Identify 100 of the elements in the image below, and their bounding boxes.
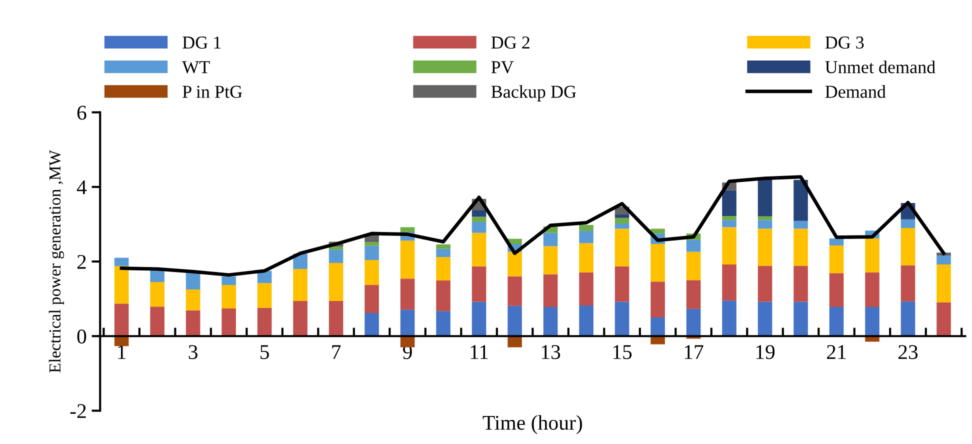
x-tick-label: 1 (118, 345, 126, 359)
bar (794, 220, 808, 229)
legend-label: DG 3 (825, 36, 864, 49)
bar (436, 280, 450, 312)
x-tick-label: 23 (898, 345, 918, 360)
bar (579, 306, 594, 336)
bar (722, 220, 736, 228)
bar (400, 227, 415, 232)
y-tick-label: -2 (70, 404, 86, 418)
bar (650, 282, 665, 318)
bar (650, 244, 665, 282)
bar (150, 306, 164, 336)
bar (794, 266, 808, 302)
bar (579, 243, 594, 272)
bar (222, 308, 236, 336)
bar (543, 307, 558, 336)
bar (900, 301, 916, 336)
bar (508, 276, 522, 306)
bar (328, 246, 344, 250)
bar (722, 190, 736, 216)
bar (650, 317, 665, 336)
bar (758, 302, 772, 336)
bar (650, 336, 665, 344)
legend-label: Unmet demand (825, 60, 936, 74)
legend-label: P in PtG (182, 86, 242, 98)
bar (936, 256, 951, 264)
bar (186, 310, 200, 336)
bar (865, 307, 880, 336)
bar (614, 223, 630, 229)
bar (186, 272, 200, 290)
x-tick-label: 3 (188, 345, 198, 360)
bar (722, 264, 736, 301)
y-axis-title: Electrical power generation ,MW (48, 150, 64, 373)
bar (472, 222, 486, 233)
y-tick-label: 4 (76, 180, 87, 194)
bar (579, 230, 594, 244)
bar (150, 282, 164, 307)
bar (400, 310, 415, 336)
x-tick-label: 7 (332, 345, 341, 359)
y-tick-label: 0 (77, 329, 86, 344)
x-tick-label: 15 (613, 345, 632, 360)
bar (794, 228, 808, 266)
bar (472, 266, 486, 302)
bar (900, 219, 916, 228)
line-series (120, 175, 946, 277)
bar (257, 308, 272, 336)
bar (293, 268, 308, 302)
bar (865, 238, 880, 272)
bar (114, 258, 129, 266)
bar (257, 283, 272, 308)
bar (686, 240, 701, 252)
bar (364, 246, 379, 260)
bar (222, 276, 236, 286)
bar (722, 300, 736, 336)
bar (508, 336, 522, 348)
bar (758, 220, 772, 229)
bar (114, 304, 129, 336)
bar (508, 252, 522, 276)
bar (364, 260, 379, 286)
bar (472, 302, 486, 336)
x-axis-title: Time (hour) (482, 415, 582, 434)
bar (900, 228, 916, 266)
bar (829, 238, 844, 246)
bar (722, 216, 736, 220)
bar (328, 301, 344, 336)
x-tick-label: 5 (260, 345, 269, 360)
x-tick-label: 21 (827, 345, 846, 359)
bar (328, 250, 344, 264)
legend-label: PV (491, 61, 514, 74)
bar (829, 273, 844, 308)
bar (650, 228, 665, 234)
bar (579, 272, 594, 306)
bar (436, 244, 450, 249)
y-tick-label: 2 (77, 254, 86, 269)
bar (794, 180, 808, 221)
bar (543, 232, 558, 246)
bar (614, 266, 630, 302)
bar (400, 240, 415, 279)
bar (722, 227, 736, 264)
bar (508, 306, 522, 336)
bar (472, 232, 486, 266)
bar (364, 312, 379, 336)
bar (686, 280, 701, 309)
bar (865, 272, 880, 308)
bar (829, 245, 844, 274)
y-tick-label: 6 (77, 106, 86, 120)
bar (614, 228, 630, 266)
bar (936, 264, 951, 303)
bar (543, 246, 558, 274)
bar (293, 301, 308, 336)
bar (114, 266, 129, 304)
bar (436, 248, 450, 258)
bar (686, 252, 701, 280)
legend-label: DG 2 (491, 36, 530, 49)
legend-label: DG 1 (182, 36, 221, 49)
bar (614, 214, 630, 218)
bar (758, 266, 772, 302)
bar (472, 210, 486, 217)
legend-label: Demand (825, 85, 886, 98)
bar (758, 179, 772, 216)
